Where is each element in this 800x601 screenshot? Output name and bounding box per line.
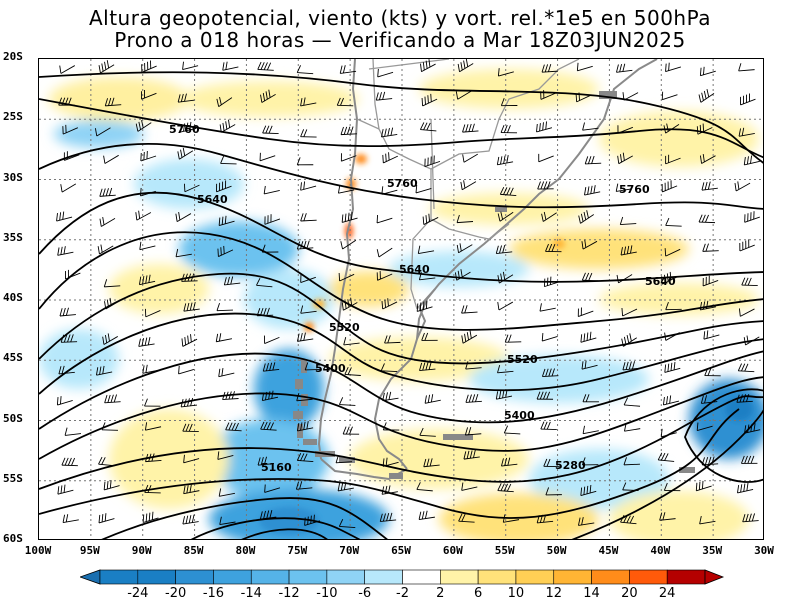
colorbar-min-arrow xyxy=(80,570,100,584)
contour-label: 5760 xyxy=(619,183,650,196)
colorbar-label: -16 xyxy=(203,586,224,601)
colorbar-swatch xyxy=(667,570,705,584)
latitude-label: 40S xyxy=(3,291,23,304)
colorbar-swatch xyxy=(554,570,592,584)
colorbar-swatch xyxy=(478,570,516,584)
contour-label: 5400 xyxy=(504,409,535,422)
longitude-label: 55W xyxy=(495,544,515,557)
contour-label: 5160 xyxy=(261,461,292,474)
colorbar-label: -6 xyxy=(358,586,371,601)
latitude-label: 30S xyxy=(3,171,23,184)
longitude-label: 35W xyxy=(702,544,722,557)
colorbar xyxy=(80,569,725,585)
colorbar-label: -20 xyxy=(165,586,186,601)
longitude-label: 85W xyxy=(184,544,204,557)
longitude-label: 80W xyxy=(235,544,255,557)
contour-label: 5640 xyxy=(645,275,676,288)
longitude-label: 90W xyxy=(132,544,152,557)
longitude-label: 70W xyxy=(339,544,359,557)
longitude-label: 50W xyxy=(547,544,567,557)
colorbar-swatch xyxy=(440,570,478,584)
colorbar-label: 2 xyxy=(436,586,444,601)
chart-title-line2: Prono a 018 horas — Verificando a Mar 18… xyxy=(0,29,800,51)
colorbar-label: -12 xyxy=(278,586,299,601)
colorbar-swatch xyxy=(213,570,251,584)
longitude-label: 30W xyxy=(754,544,774,557)
latitude-label: 45S xyxy=(3,351,23,364)
longitude-label: 40W xyxy=(650,544,670,557)
map-canvas: 5760576057605640564056405520552054005400… xyxy=(39,59,764,540)
colorbar-label: 20 xyxy=(621,586,638,601)
colorbar-label: 12 xyxy=(545,586,562,601)
latitude-label: 35S xyxy=(3,231,23,244)
colorbar-swatch xyxy=(365,570,403,584)
contour-label: 5520 xyxy=(507,353,538,366)
latitude-label: 20S xyxy=(3,50,23,63)
chart-title-line1: Altura geopotencial, viento (kts) y vort… xyxy=(0,7,800,29)
colorbar-label: -10 xyxy=(316,586,337,601)
colorbar-max-arrow xyxy=(705,570,723,584)
latitude-label: 60S xyxy=(3,532,23,545)
longitude-label: 95W xyxy=(80,544,100,557)
latitude-label: 50S xyxy=(3,412,23,425)
colorbar-swatch xyxy=(176,570,214,584)
contour-label: 5640 xyxy=(399,263,430,276)
contour-label: 5400 xyxy=(315,362,346,375)
contour-label: 5280 xyxy=(555,459,586,472)
colorbar-label: 24 xyxy=(659,586,676,601)
colorbar-swatch xyxy=(592,570,630,584)
colorbar-swatch xyxy=(327,570,365,584)
longitude-label: 75W xyxy=(287,544,307,557)
colorbar-swatch xyxy=(100,570,138,584)
latitude-label: 25S xyxy=(3,110,23,123)
colorbar-label: -24 xyxy=(127,586,148,601)
colorbar-label: 6 xyxy=(474,586,482,601)
contour-label: 5520 xyxy=(329,321,360,334)
longitude-label: 100W xyxy=(25,544,52,557)
colorbar-swatch xyxy=(516,570,554,584)
longitude-label: 65W xyxy=(391,544,411,557)
colorbar-label: 14 xyxy=(583,586,600,601)
contour-label: 5760 xyxy=(387,177,418,190)
colorbar-swatch xyxy=(289,570,327,584)
colorbar-label: 10 xyxy=(508,586,525,601)
colorbar-swatch xyxy=(629,570,667,584)
colorbar-swatch xyxy=(403,570,441,584)
colorbar-label: -14 xyxy=(241,586,262,601)
longitude-label: 45W xyxy=(598,544,618,557)
longitude-label: 60W xyxy=(443,544,463,557)
colorbar-swatch xyxy=(251,570,289,584)
colorbar-swatch xyxy=(138,570,176,584)
contour-label: 5640 xyxy=(197,193,228,206)
colorbar-label: -2 xyxy=(396,586,409,601)
latitude-label: 55S xyxy=(3,472,23,485)
